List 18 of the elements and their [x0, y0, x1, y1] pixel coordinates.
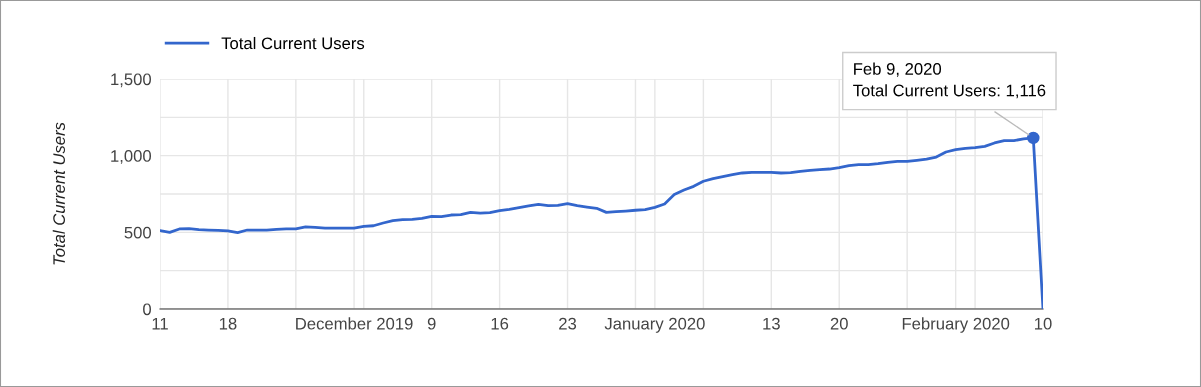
y-tick-label: 500: [124, 226, 152, 239]
legend-label: Total Current Users: [221, 36, 365, 50]
x-tick-label: 10: [1035, 317, 1052, 330]
y-tick-label: 1,000: [111, 150, 152, 164]
y-tick-label: 0: [143, 303, 152, 316]
x-tick-label: 13: [763, 317, 780, 330]
y-axis-title: Total Current Users: [52, 122, 65, 265]
x-tick-label: February 2020: [902, 317, 1010, 333]
y-tick-label: 1,500: [111, 73, 152, 88]
x-tick-label: 11: [152, 317, 168, 330]
x-tick-label: December 2019: [296, 317, 413, 330]
x-tick-label: 23: [559, 317, 577, 330]
x-tick-label: 16: [491, 317, 509, 330]
x-tick-label: January 2020: [604, 317, 705, 333]
x-tick-label: 20: [830, 317, 848, 330]
x-tick-label: 9: [427, 317, 436, 330]
annotation: Feb 9, 2020 Total Current Users: 1,116: [853, 62, 1046, 99]
x-tick-label: 18: [219, 317, 237, 330]
